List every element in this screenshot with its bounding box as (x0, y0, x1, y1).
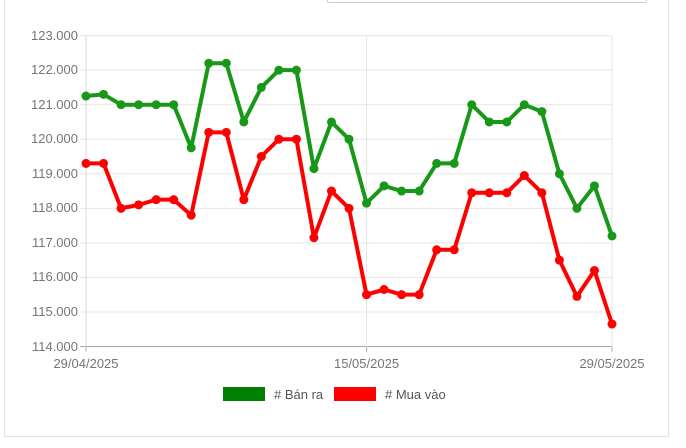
truncated-top-control[interactable] (327, 0, 647, 3)
data-point[interactable] (362, 290, 372, 300)
y-axis-label: 119.000 (31, 165, 78, 181)
data-point[interactable] (169, 195, 179, 205)
data-point[interactable] (502, 188, 512, 198)
data-point[interactable] (221, 127, 231, 137)
data-point[interactable] (397, 186, 407, 196)
data-point[interactable] (151, 100, 161, 110)
data-point[interactable] (572, 203, 582, 213)
data-point[interactable] (326, 117, 336, 127)
data-point[interactable] (484, 188, 494, 198)
data-point[interactable] (239, 117, 249, 127)
data-point[interactable] (607, 319, 617, 329)
data-point[interactable] (204, 58, 214, 68)
data-point[interactable] (309, 233, 319, 243)
data-point[interactable] (519, 100, 529, 110)
data-point[interactable] (134, 200, 144, 210)
y-axis-label: 115.000 (31, 303, 78, 319)
chart-panel (4, 0, 669, 437)
data-point[interactable] (502, 117, 512, 127)
data-point[interactable] (309, 164, 319, 174)
data-point[interactable] (221, 58, 231, 68)
data-point[interactable] (414, 186, 424, 196)
data-point[interactable] (291, 65, 301, 75)
data-point[interactable] (116, 100, 126, 110)
data-point[interactable] (99, 158, 109, 168)
series-line-mua-vao (84, 130, 614, 327)
data-point[interactable] (589, 266, 599, 276)
data-point[interactable] (519, 171, 529, 181)
x-axis-label: 15/05/2025 (333, 356, 400, 371)
y-axis-label: 116.000 (31, 269, 78, 285)
data-point[interactable] (151, 195, 161, 205)
data-point[interactable] (239, 195, 249, 205)
data-point[interactable] (99, 89, 109, 99)
data-point[interactable] (81, 91, 91, 101)
data-point[interactable] (467, 188, 477, 198)
x-axis-label: 29/05/2025 (579, 356, 645, 371)
data-point[interactable] (589, 181, 599, 191)
y-axis-label: 122.000 (31, 62, 78, 78)
legend-swatch-ban-ra (223, 387, 265, 401)
data-point[interactable] (432, 158, 442, 168)
y-axis-label: 120.000 (31, 131, 78, 147)
data-point[interactable] (134, 100, 144, 110)
data-point[interactable] (256, 82, 266, 92)
data-point[interactable] (397, 290, 407, 300)
y-axis-label: 118.000 (31, 200, 78, 216)
data-point[interactable] (449, 158, 459, 168)
legend-swatch-mua-vao (334, 387, 376, 401)
data-point[interactable] (274, 65, 284, 75)
data-point[interactable] (537, 107, 547, 117)
data-point[interactable] (554, 169, 564, 179)
data-point[interactable] (344, 134, 354, 144)
data-point[interactable] (274, 134, 284, 144)
data-point[interactable] (81, 158, 91, 168)
x-axis-label: 29/04/2025 (53, 356, 119, 371)
data-point[interactable] (449, 245, 459, 255)
data-point[interactable] (116, 203, 126, 213)
data-point[interactable] (169, 100, 179, 110)
legend-label-mua-vao: # Mua vào (385, 386, 446, 402)
data-point[interactable] (186, 210, 196, 220)
data-point[interactable] (432, 245, 442, 255)
data-point[interactable] (414, 290, 424, 300)
data-point[interactable] (379, 285, 389, 295)
y-axis-label: 117.000 (31, 234, 78, 250)
data-point[interactable] (607, 231, 617, 241)
data-point[interactable] (379, 181, 389, 191)
data-point[interactable] (256, 152, 266, 162)
y-axis-label: 114.000 (31, 338, 78, 354)
data-point[interactable] (326, 186, 336, 196)
legend-item-ban-ra[interactable]: # Bán ra (223, 386, 323, 402)
data-point[interactable] (291, 134, 301, 144)
data-point[interactable] (344, 203, 354, 213)
data-point[interactable] (554, 255, 564, 265)
y-axis-label: 121.000 (31, 96, 78, 112)
data-point[interactable] (484, 117, 494, 127)
legend-item-mua-vao[interactable]: # Mua vào (334, 386, 446, 402)
data-point[interactable] (204, 127, 214, 137)
data-point[interactable] (186, 143, 196, 153)
y-axis-label: 123.000 (31, 27, 78, 43)
data-point[interactable] (362, 198, 372, 208)
data-point[interactable] (572, 291, 582, 301)
legend-label-ban-ra: # Bán ra (274, 386, 324, 402)
data-point[interactable] (537, 188, 547, 198)
data-point[interactable] (467, 100, 477, 110)
